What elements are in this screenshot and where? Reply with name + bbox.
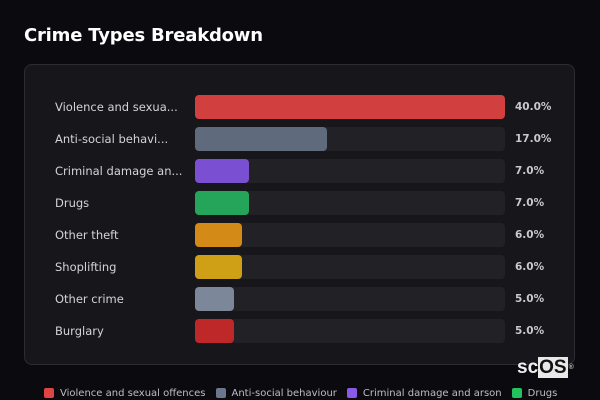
watermark-logo: scOS ® xyxy=(517,357,574,378)
bar-row: Violence and sexua... 40.0% xyxy=(25,95,574,119)
bar-track xyxy=(195,255,505,279)
bar-row: Drugs 7.0% xyxy=(25,191,574,215)
bar-fill[interactable] xyxy=(195,95,505,119)
bar-label: Shoplifting xyxy=(55,260,117,274)
chart-legend: Violence and sexual offences Anti-social … xyxy=(44,386,557,400)
legend-label: Criminal damage and arson xyxy=(362,387,502,399)
bar-row: Anti-social behavi... 17.0% xyxy=(25,127,574,151)
legend-swatch-icon xyxy=(511,388,522,398)
legend-label: Anti-social behaviour xyxy=(231,387,337,399)
legend-swatch-icon xyxy=(44,388,54,398)
bar-fill[interactable] xyxy=(195,191,249,215)
legend-item[interactable]: Drugs xyxy=(511,387,558,399)
logo-text-sc: sc xyxy=(517,357,539,378)
legend-swatch-icon xyxy=(215,388,226,398)
chart-card: Violence and sexua... 40.0% Anti-social be… xyxy=(24,64,575,365)
bar-value: 17.0% xyxy=(515,133,552,145)
legend-item[interactable]: Anti-social behaviour xyxy=(215,387,337,399)
bar-fill[interactable] xyxy=(195,159,249,183)
bar-row: Burglary 5.0% xyxy=(25,319,574,343)
bar-label: Drugs xyxy=(55,196,90,210)
bar-value: 7.0% xyxy=(515,165,545,177)
bar-row: Other crime 5.0% xyxy=(25,287,574,311)
bar-label: Other theft xyxy=(55,228,119,242)
bar-label: Criminal damage an... xyxy=(55,164,183,178)
bar-track xyxy=(195,95,505,119)
bar-label: Burglary xyxy=(55,324,104,338)
bar-row: Shoplifting 6.0% xyxy=(25,255,574,279)
bar-fill[interactable] xyxy=(195,319,234,343)
bar-value: 6.0% xyxy=(515,229,545,241)
legend-swatch-icon xyxy=(346,388,357,398)
bar-fill[interactable] xyxy=(195,127,327,151)
bar-value: 5.0% xyxy=(515,325,545,337)
chart-title: Crime Types Breakdown xyxy=(24,25,263,46)
legend-item[interactable]: Criminal damage and arson xyxy=(346,387,502,399)
bar-row: Other theft 6.0% xyxy=(25,223,574,247)
bar-fill[interactable] xyxy=(195,255,242,279)
legend-label: Drugs xyxy=(527,387,558,399)
bar-track xyxy=(195,223,505,247)
bar-fill[interactable] xyxy=(195,287,234,311)
bar-track xyxy=(195,159,505,183)
bar-value: 5.0% xyxy=(515,293,545,305)
bar-fill[interactable] xyxy=(195,223,242,247)
bar-value: 6.0% xyxy=(515,261,545,273)
bar-value: 40.0% xyxy=(515,101,552,113)
logo-text-os: OS xyxy=(538,357,568,378)
legend-label: Violence and sexual offences xyxy=(60,387,206,399)
bar-track xyxy=(195,191,505,215)
bar-label: Anti-social behavi... xyxy=(55,132,169,146)
bar-row: Criminal damage an... 7.0% xyxy=(25,159,574,183)
bar-track xyxy=(195,319,505,343)
bar-track xyxy=(195,127,505,151)
legend-item[interactable]: Violence and sexual offences xyxy=(44,388,206,399)
bar-label: Other crime xyxy=(55,292,124,306)
registered-mark: ® xyxy=(568,364,574,371)
bar-value: 7.0% xyxy=(515,197,545,209)
bar-label: Violence and sexua... xyxy=(55,100,178,114)
bar-track xyxy=(195,287,505,311)
